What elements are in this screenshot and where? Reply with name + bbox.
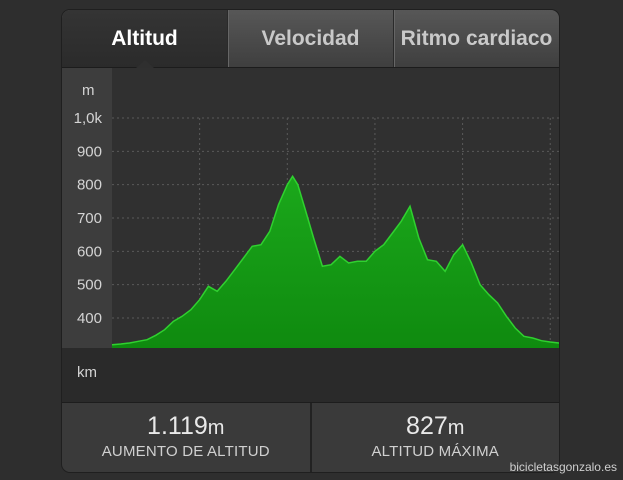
y-tick-label: 900 bbox=[77, 143, 102, 160]
y-tick-label: 800 bbox=[77, 177, 102, 194]
elevation-line bbox=[111, 174, 559, 346]
max-altitude-label: ALTITUD MÁXIMA bbox=[371, 443, 500, 460]
max-altitude-unit: m bbox=[447, 417, 465, 439]
summary-stats: 1.119m AUMENTO DE ALTITUD 827m ALTITUD M… bbox=[62, 402, 559, 472]
y-tick-label: 400 bbox=[77, 310, 102, 327]
elevation-panel: Altitud Velocidad Ritmo cardiaco 1,0k 900… bbox=[62, 10, 559, 472]
x-axis-unit: km bbox=[77, 364, 97, 381]
tab-altitud[interactable]: Altitud bbox=[62, 10, 227, 67]
elevation-gain-value: 1.119 bbox=[147, 412, 208, 440]
metric-tabs: Altitud Velocidad Ritmo cardiaco bbox=[62, 10, 559, 68]
elevation-area bbox=[112, 176, 559, 348]
elevation-gain-label: AUMENTO DE ALTITUD bbox=[101, 443, 270, 460]
y-tick-label: 600 bbox=[77, 243, 102, 260]
y-tick-label: 1,0k bbox=[74, 110, 103, 127]
y-axis-unit: m bbox=[82, 82, 95, 99]
tab-ritmo-cardiaco[interactable]: Ritmo cardiaco bbox=[393, 10, 559, 67]
stat-max-altitude: 827m ALTITUD MÁXIMA bbox=[309, 403, 560, 472]
max-altitude-value: 827 bbox=[406, 412, 448, 440]
elevation-chart: 1,0k9008007006005004005,010,015,020,025,… bbox=[62, 68, 559, 402]
x-axis-strip bbox=[62, 348, 559, 402]
stat-value: 827m bbox=[312, 412, 560, 441]
active-tab-pointer-icon bbox=[136, 60, 154, 68]
watermark: bicicletasgonzalo.es bbox=[509, 460, 617, 474]
y-axis-column bbox=[62, 68, 112, 348]
tab-velocidad[interactable]: Velocidad bbox=[227, 10, 393, 67]
y-tick-label: 500 bbox=[77, 277, 102, 294]
stat-elevation-gain: 1.119m AUMENTO DE ALTITUD bbox=[62, 403, 310, 472]
stat-value: 1.119m bbox=[62, 412, 310, 441]
elevation-gain-unit: m bbox=[207, 417, 225, 439]
y-tick-label: 700 bbox=[77, 210, 102, 227]
